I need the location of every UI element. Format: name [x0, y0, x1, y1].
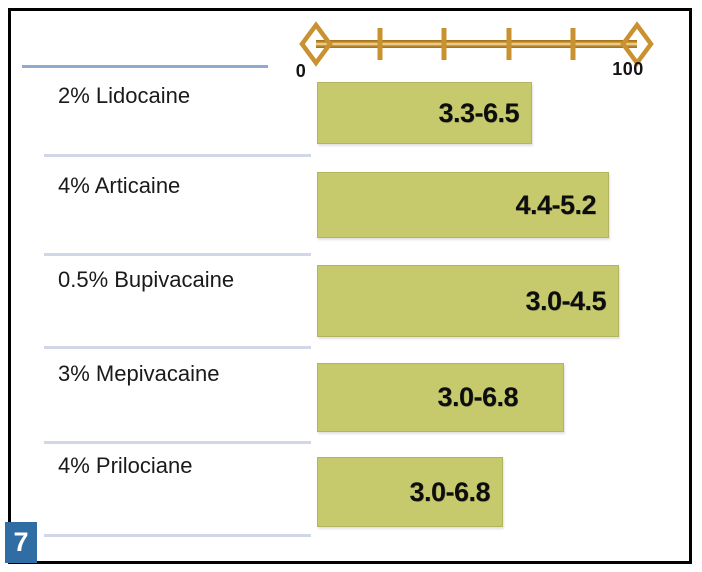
axis-ticks: [377, 28, 576, 60]
row-label-articaine: 4% Articaine: [58, 173, 181, 198]
row-divider: [44, 441, 311, 444]
row-divider: [44, 346, 311, 349]
bar-prilociane: 3.0-6.8: [317, 457, 503, 527]
axis-min-label: 0: [295, 61, 307, 81]
bar-value-bupivacaine: 3.0-4.5: [525, 285, 606, 316]
bar-value-mepivacaine: 3.0-6.8: [437, 382, 518, 412]
row-divider-bottom: [44, 534, 311, 537]
row-label-prilociane: 4% Prilociane: [58, 453, 193, 478]
bar-lidocaine: 3.3-6.5: [317, 82, 532, 144]
axis-endpoint-diamond-right-icon: [620, 21, 654, 67]
axis-endpoint-diamond-left-icon: [299, 21, 333, 67]
row-divider-top: [22, 65, 268, 68]
row-label-lidocaine: 2% Lidocaine: [58, 83, 191, 108]
row-label-bupivacaine: 0.5% Bupivacaine: [58, 267, 235, 292]
row-label-mepivacaine: 3% Mepivacaine: [58, 361, 220, 386]
figure-number-badge: 7: [5, 522, 37, 563]
bar-value-articaine: 4.4-5.2: [515, 189, 596, 220]
axis-max-label: 100: [612, 59, 644, 79]
bar-value-lidocaine: 3.3-6.5: [438, 97, 519, 128]
row-divider: [44, 253, 311, 256]
bar-value-prilociane: 3.0-6.8: [409, 476, 490, 507]
scale-axis: [299, 21, 654, 67]
bar-bupivacaine: 3.0-4.5: [317, 265, 619, 337]
bar-articaine: 4.4-5.2: [317, 172, 609, 238]
row-divider: [44, 154, 311, 157]
bar-mepivacaine: 3.0-6.8: [317, 363, 564, 432]
